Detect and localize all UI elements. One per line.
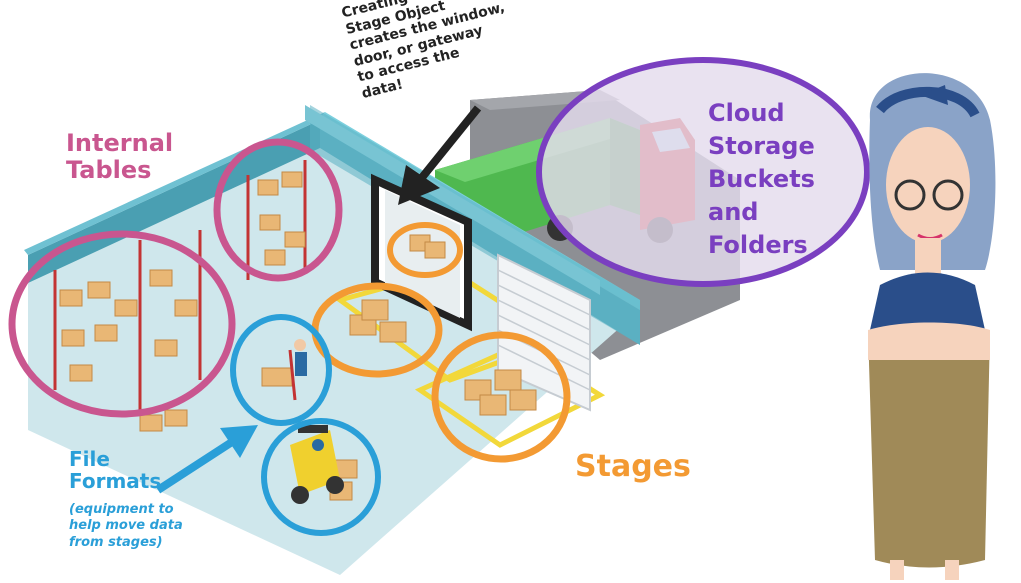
callout-arrow [398, 105, 482, 205]
file-formats-label: File Formats [69, 448, 161, 493]
cloud-storage-label: Cloud Storage Buckets and Folders [708, 97, 815, 263]
file-formats-line: File [69, 447, 110, 471]
warehouse-walls [24, 105, 640, 412]
file-formats-note: (equipment to help move data from stages… [69, 502, 183, 551]
highlight-circles [8, 138, 571, 536]
file-formats-note-line: from stages) [69, 534, 163, 550]
file-formats-note-line: (equipment to [69, 502, 174, 517]
cloud-storage-circle [536, 57, 870, 287]
pallet-jack-worker [261, 339, 307, 401]
internal-tables-label: Internal Tables [66, 130, 173, 184]
internal-tables-line: Tables [66, 155, 152, 184]
internal-tables-line: Internal [66, 129, 174, 157]
file-formats-line: Formats [69, 469, 162, 494]
stages-label: Stages [575, 449, 691, 484]
file-format-circle-top [230, 314, 332, 426]
internal-tables-circle-large [8, 230, 236, 418]
cloud-storage-line: Storage [708, 132, 815, 161]
cloud-storage-line: Cloud [708, 99, 785, 127]
stage-circle-right [431, 331, 571, 463]
forklift [290, 425, 344, 504]
shelving-racks [53, 160, 307, 410]
file-formats-arrow [155, 425, 258, 494]
cloud-storage-line: Buckets [708, 165, 815, 194]
file-format-circle-bottom [261, 418, 381, 536]
cloud-storage-line: and [708, 198, 759, 227]
file-formats-note-line: help move data [69, 518, 183, 534]
stage-circle-door [387, 222, 463, 278]
cloud-storage-line: Folders [708, 231, 808, 260]
internal-tables-circle-small [213, 138, 343, 282]
boxes [59, 171, 537, 501]
character-figure [868, 73, 996, 580]
